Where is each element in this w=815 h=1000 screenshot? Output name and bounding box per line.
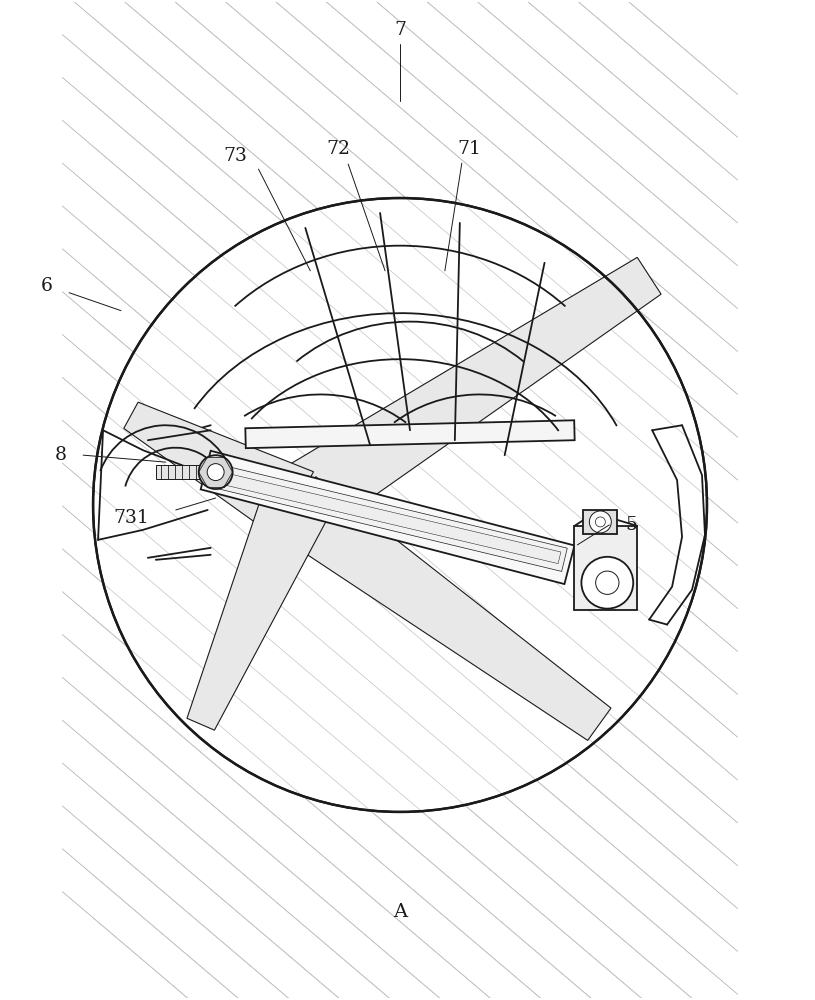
Polygon shape — [584, 510, 617, 534]
Circle shape — [596, 571, 619, 594]
Text: 71: 71 — [458, 140, 482, 158]
Polygon shape — [245, 420, 575, 448]
Circle shape — [596, 517, 606, 527]
Text: 6: 6 — [40, 277, 52, 295]
Polygon shape — [275, 257, 661, 537]
Text: A: A — [393, 903, 407, 921]
Circle shape — [94, 199, 706, 811]
Polygon shape — [187, 491, 328, 730]
Polygon shape — [124, 402, 314, 538]
Text: 731: 731 — [113, 509, 149, 527]
Polygon shape — [575, 526, 637, 610]
Text: 8: 8 — [55, 446, 67, 464]
Polygon shape — [218, 465, 567, 571]
Text: 73: 73 — [223, 147, 248, 165]
Polygon shape — [200, 451, 575, 584]
Circle shape — [207, 464, 224, 481]
Circle shape — [581, 557, 633, 609]
Polygon shape — [156, 465, 216, 479]
Polygon shape — [224, 473, 561, 564]
Text: 72: 72 — [326, 140, 350, 158]
Polygon shape — [275, 477, 611, 740]
Text: 5: 5 — [625, 516, 637, 534]
Circle shape — [589, 511, 611, 533]
Circle shape — [199, 455, 232, 489]
Text: 7: 7 — [394, 21, 406, 39]
